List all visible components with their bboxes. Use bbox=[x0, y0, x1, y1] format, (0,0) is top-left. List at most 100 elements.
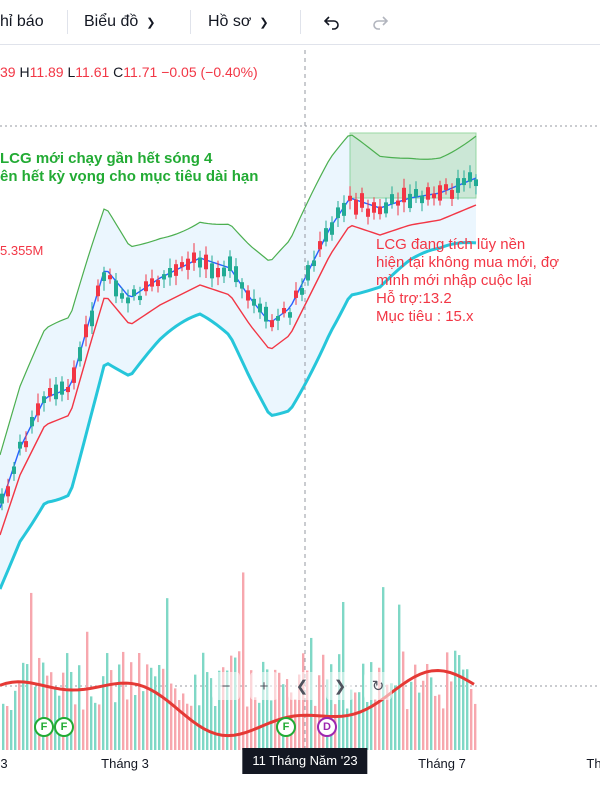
volume-bar bbox=[286, 679, 289, 750]
low-value: 11.61 bbox=[75, 64, 110, 80]
price-chart[interactable] bbox=[0, 50, 600, 750]
candle bbox=[402, 187, 406, 203]
volume-bar bbox=[210, 678, 213, 750]
chart-menu[interactable]: Biểu đồ ❯ bbox=[84, 0, 155, 44]
volume-bar bbox=[438, 694, 441, 750]
close-value: 11.71 bbox=[123, 64, 158, 80]
chart-menu-label: Biểu đồ bbox=[84, 13, 139, 30]
candle bbox=[42, 396, 46, 404]
indicators-label: hỉ báo bbox=[0, 13, 44, 30]
high-label: H bbox=[19, 64, 30, 80]
candle bbox=[282, 307, 286, 314]
candle bbox=[6, 486, 10, 497]
volume-bar bbox=[70, 671, 73, 750]
candle bbox=[72, 367, 76, 383]
volume-bar bbox=[82, 709, 85, 750]
x-tick: Th bbox=[586, 756, 600, 771]
candle bbox=[366, 208, 370, 217]
undo-icon[interactable] bbox=[320, 10, 344, 34]
candle bbox=[48, 388, 52, 397]
volume-bar bbox=[386, 684, 389, 750]
volume-label: 5.355M bbox=[0, 243, 44, 258]
volume-bar bbox=[26, 664, 29, 750]
volume-bar bbox=[174, 688, 177, 750]
volume-bar bbox=[306, 670, 309, 750]
zoom-out-icon[interactable]: − bbox=[212, 672, 240, 700]
candle bbox=[342, 202, 346, 216]
candle bbox=[228, 256, 232, 272]
candle bbox=[120, 293, 124, 299]
volume-bar bbox=[354, 692, 357, 750]
candle bbox=[192, 252, 196, 263]
profile-menu[interactable]: Hồ sơ ❯ bbox=[208, 0, 269, 44]
candle bbox=[30, 416, 34, 427]
candle bbox=[426, 187, 430, 200]
volume-bar bbox=[346, 708, 349, 750]
indicators-menu[interactable]: hỉ báo bbox=[0, 0, 44, 44]
candle bbox=[138, 295, 142, 301]
event-badge-d[interactable]: D bbox=[317, 717, 337, 737]
volume-bar bbox=[266, 669, 269, 750]
volume-bar bbox=[190, 705, 193, 750]
close-label: C bbox=[113, 64, 124, 80]
event-badge-f[interactable]: F bbox=[54, 717, 74, 737]
volume-bar bbox=[118, 664, 121, 750]
chevron-down-icon: ❯ bbox=[259, 16, 269, 29]
event-badge-f[interactable]: F bbox=[34, 717, 54, 737]
volume-bar bbox=[74, 704, 77, 750]
zoom-in-icon[interactable]: + bbox=[250, 672, 278, 700]
candle bbox=[306, 265, 310, 281]
candle bbox=[174, 264, 178, 276]
volume-bar bbox=[442, 708, 445, 750]
volume-bar bbox=[314, 705, 317, 750]
volume-bar bbox=[474, 703, 477, 750]
candle bbox=[468, 172, 472, 182]
candle bbox=[360, 193, 364, 208]
reset-icon[interactable]: ↻ bbox=[364, 672, 392, 700]
candle bbox=[390, 194, 394, 204]
volume-bar bbox=[114, 702, 117, 750]
chart-nav-controls: − + ❮ ❯ ↻ bbox=[212, 672, 482, 700]
candle bbox=[126, 297, 130, 304]
candle bbox=[312, 260, 316, 267]
volume-bar bbox=[330, 664, 333, 750]
volume-bar bbox=[158, 664, 161, 750]
volume-bar bbox=[42, 662, 45, 750]
scroll-left-icon[interactable]: ❮ bbox=[288, 672, 316, 700]
volume-bar bbox=[406, 709, 409, 750]
candle bbox=[372, 202, 376, 213]
event-badge-f[interactable]: F bbox=[276, 717, 296, 737]
volume-bar bbox=[170, 683, 173, 750]
candle bbox=[300, 288, 304, 295]
scroll-right-icon[interactable]: ❯ bbox=[326, 672, 354, 700]
candle bbox=[420, 195, 424, 204]
high-value: 11.89 bbox=[29, 64, 64, 80]
volume-bar bbox=[178, 700, 181, 750]
volume-bar bbox=[122, 651, 125, 750]
volume-bar bbox=[38, 657, 41, 750]
volume-bar bbox=[62, 672, 65, 750]
volume-bar bbox=[234, 657, 237, 750]
candle bbox=[18, 441, 22, 449]
volume-bar bbox=[326, 679, 329, 750]
x-tick: Tháng 3 bbox=[101, 756, 149, 771]
volume-bar bbox=[402, 651, 405, 750]
volume-bar bbox=[454, 650, 457, 750]
change-value: −0.05 (−0.40%) bbox=[161, 64, 258, 80]
volume-bar bbox=[150, 667, 153, 750]
volume-bar bbox=[50, 672, 53, 750]
candle bbox=[456, 178, 460, 193]
candle bbox=[66, 387, 70, 393]
candle bbox=[336, 207, 340, 219]
candle bbox=[186, 258, 190, 270]
candle bbox=[54, 384, 58, 400]
volume-bar bbox=[418, 692, 421, 750]
candle bbox=[408, 193, 412, 209]
volume-bar bbox=[426, 663, 429, 750]
volume-bar bbox=[146, 664, 149, 750]
redo-icon[interactable] bbox=[368, 10, 392, 34]
volume-bar bbox=[254, 697, 257, 750]
volume-bar bbox=[246, 706, 249, 750]
volume-bar bbox=[466, 669, 469, 750]
volume-bar bbox=[338, 654, 341, 750]
